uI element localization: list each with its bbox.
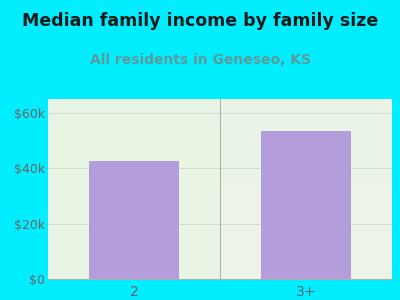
Text: Median family income by family size: Median family income by family size bbox=[22, 12, 378, 30]
Text: All residents in Geneseo, KS: All residents in Geneseo, KS bbox=[90, 53, 310, 67]
Bar bbox=[220, 99, 392, 279]
Bar bbox=[48, 99, 220, 279]
Bar bbox=[261, 131, 351, 279]
Bar bbox=[89, 161, 179, 279]
